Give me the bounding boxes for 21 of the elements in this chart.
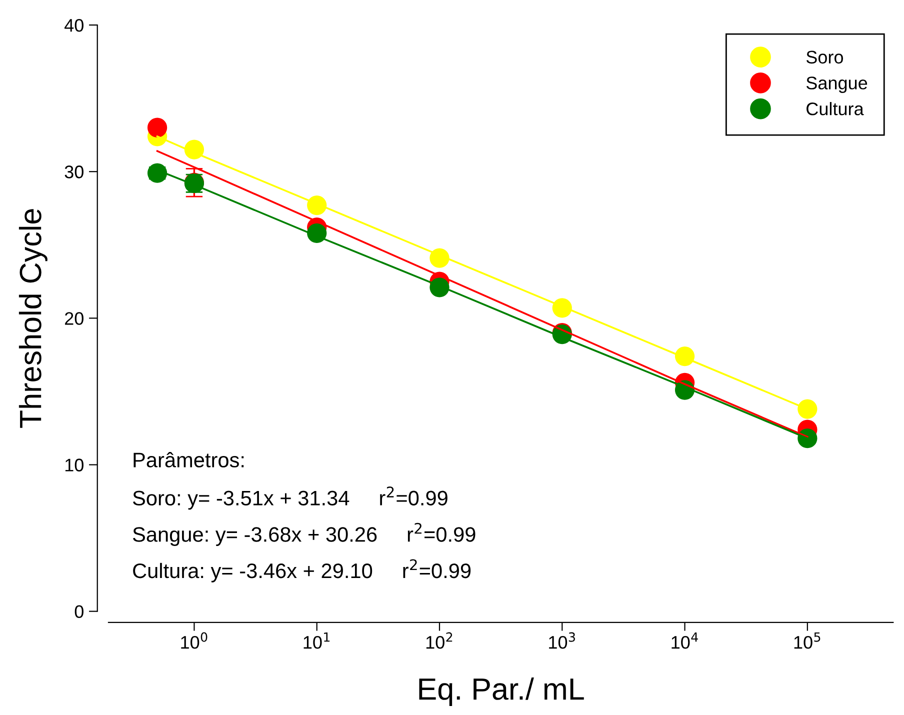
annotation: Parâmetros: (134, 452, 244, 468)
x-tick-label: 10$^{0}$ (181, 632, 208, 649)
y-tick-label: 10 (65, 458, 84, 472)
annotation: Sangue: y= -3.68x + 30.26 r$^{2}$=0.99 (132, 522, 476, 546)
x-tick-label: 10$^{1}$ (304, 632, 330, 649)
legend-label: Sangue (806, 76, 868, 93)
legend-label: Cultura (806, 102, 864, 116)
point (798, 399, 818, 419)
x-axis-title: Eq. Par./ mL (419, 677, 584, 706)
y-tick-label: 0 (74, 605, 84, 618)
y-tick-label: 40 (64, 18, 84, 32)
x-tick-label: 10$^{2}$ (426, 632, 452, 649)
x-tick-label: 10$^{4}$ (672, 632, 698, 649)
annotation: Soro: y= -3.51x + 31.34 r$^{2}$=0.99 (132, 486, 448, 510)
y-tick-label: 20 (65, 312, 84, 325)
y-axis-title: Threshold Cycle (18, 209, 48, 428)
x-tick-label: 10$^{5}$ (794, 632, 820, 649)
legend-label: Soro (806, 50, 844, 64)
x-tick-label: 10$^{3}$ (549, 632, 575, 649)
annotation: Cultura: y= -3.46x + 29.10 r$^{2}$=0.99 (133, 559, 471, 582)
y-tick-label: 30 (64, 166, 84, 178)
